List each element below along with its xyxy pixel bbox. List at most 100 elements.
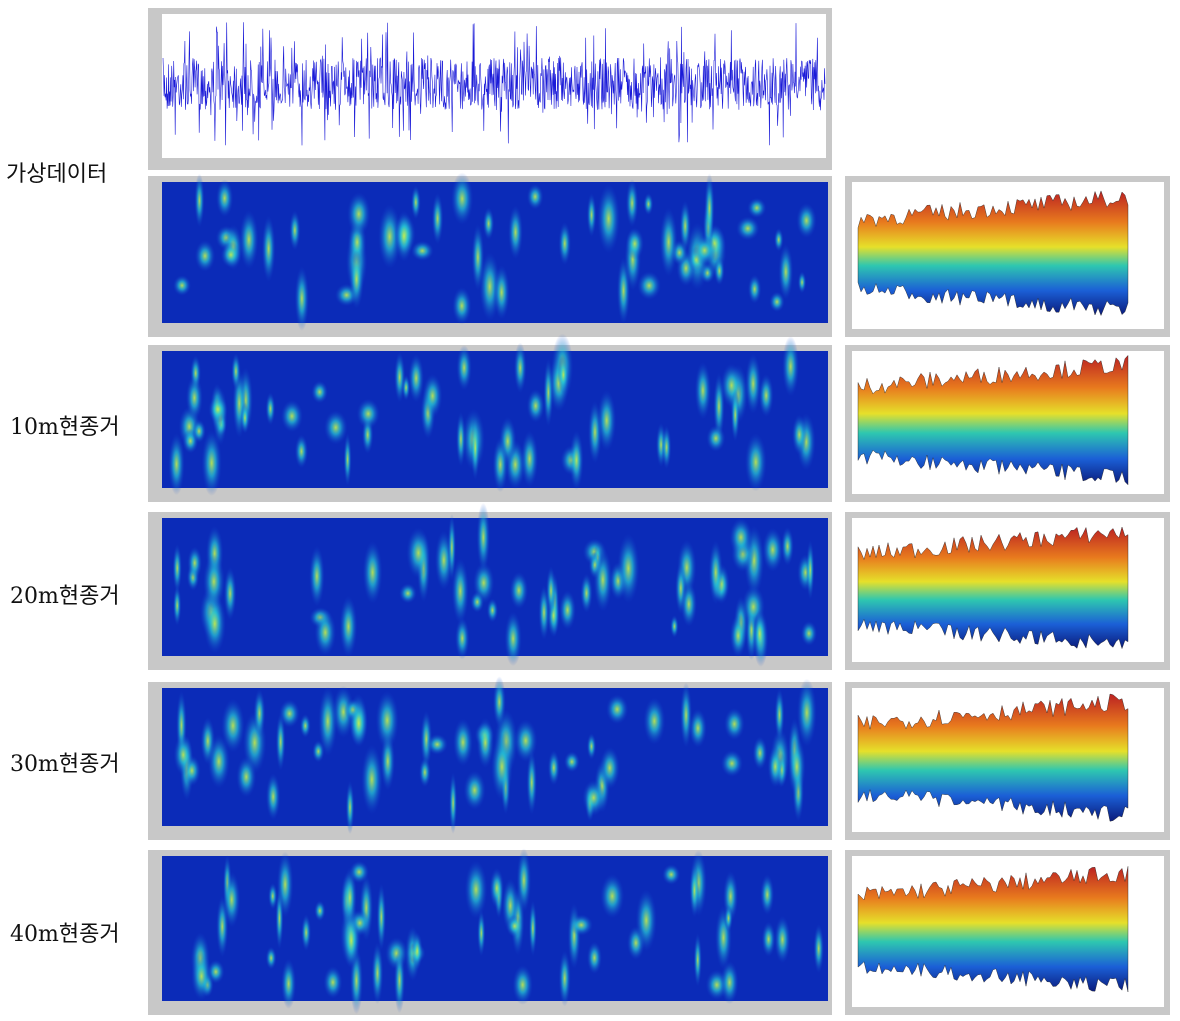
surface bbox=[857, 526, 1129, 650]
scalogram-feature bbox=[185, 375, 203, 421]
scalogram-feature bbox=[422, 373, 443, 418]
row-label: 30m현종거 bbox=[10, 752, 120, 777]
scalogram-feature bbox=[599, 746, 620, 790]
scalogram-feature bbox=[203, 554, 225, 609]
scalogram-feature bbox=[173, 275, 192, 296]
scalogram-feature bbox=[543, 358, 554, 427]
scalogram-feature bbox=[769, 291, 785, 313]
scalogram-feature bbox=[345, 780, 355, 835]
scalogram-feature bbox=[567, 903, 581, 969]
scalogram-feature bbox=[580, 573, 593, 613]
scalogram-feature bbox=[239, 210, 259, 270]
scalogram-feature bbox=[558, 222, 572, 266]
scalogram-feature bbox=[680, 581, 697, 627]
scalogram-feature bbox=[314, 609, 337, 656]
scalogram-feature bbox=[192, 419, 206, 443]
scalogram-feature bbox=[420, 710, 433, 768]
scalogram-feature bbox=[586, 193, 597, 237]
scalogram-feature bbox=[806, 539, 815, 600]
scalogram-feature bbox=[318, 686, 338, 757]
scalogram-feature bbox=[201, 430, 222, 496]
scalogram-feature bbox=[361, 744, 383, 815]
scalogram-feature bbox=[679, 200, 691, 252]
scalogram-feature bbox=[643, 697, 666, 745]
scalogram-feature bbox=[796, 203, 817, 239]
scalogram-feature bbox=[493, 265, 510, 320]
scalogram-feature bbox=[720, 363, 743, 408]
scalogram-feature bbox=[173, 585, 182, 626]
scalogram-feature bbox=[231, 352, 241, 390]
scalogram-feature bbox=[563, 751, 580, 773]
surface bbox=[857, 866, 1129, 993]
scalogram-feature bbox=[689, 863, 700, 918]
scalogram-feature bbox=[223, 566, 237, 621]
scalogram-feature bbox=[680, 682, 693, 748]
scalogram-feature bbox=[371, 942, 384, 1005]
scalogram-feature bbox=[265, 946, 277, 970]
scalogram-feature bbox=[470, 415, 480, 481]
scalogram-feature bbox=[464, 860, 488, 919]
scalogram-feature bbox=[393, 947, 406, 1014]
scalogram-feature bbox=[276, 851, 294, 918]
scalogram-feature bbox=[747, 197, 767, 219]
scalogram-feature bbox=[526, 183, 544, 210]
scalogram-feature bbox=[813, 923, 824, 974]
scalogram-feature bbox=[528, 900, 537, 957]
scalogram-feature bbox=[506, 914, 524, 938]
scalogram-feature bbox=[800, 620, 818, 646]
scalogram-feature bbox=[643, 193, 654, 216]
scalogram-feature bbox=[299, 713, 311, 738]
scalogram-feature bbox=[275, 712, 286, 772]
scalogram-feature bbox=[526, 389, 545, 423]
scalogram-feature bbox=[662, 864, 681, 885]
scalogram-feature bbox=[447, 513, 456, 582]
scalogram-feature bbox=[492, 437, 509, 493]
scalogram-feature bbox=[470, 591, 485, 613]
scalogram-feature bbox=[745, 353, 762, 415]
scalogram-feature bbox=[625, 227, 644, 260]
scalogram-feature bbox=[704, 173, 715, 244]
scalogram-feature bbox=[208, 395, 228, 423]
scalogram-feature bbox=[451, 172, 474, 225]
scalogram-feature bbox=[221, 698, 245, 753]
scalogram-feature bbox=[375, 690, 399, 750]
scalogram-feature bbox=[281, 958, 297, 1009]
scalogram-feature bbox=[349, 699, 368, 748]
row-label: 40m현종거 bbox=[10, 922, 120, 947]
scalogram-feature bbox=[240, 402, 250, 434]
scalogram-feature bbox=[714, 256, 725, 286]
scalogram-feature bbox=[753, 610, 767, 657]
scalogram-feature bbox=[173, 734, 193, 776]
scalogram-feature bbox=[736, 216, 760, 241]
scalogram-feature bbox=[720, 960, 739, 1005]
scalogram-feature bbox=[207, 734, 230, 789]
scalogram-feature bbox=[694, 361, 712, 420]
scalogram-feature bbox=[788, 736, 806, 798]
scalogram-feature bbox=[597, 389, 617, 452]
scalogram-feature bbox=[311, 380, 328, 404]
panels bbox=[148, 8, 1170, 1015]
scalogram-feature bbox=[406, 527, 431, 579]
scalogram-feature bbox=[314, 900, 326, 922]
scalogram-feature bbox=[606, 694, 629, 725]
scalogram-feature bbox=[791, 414, 807, 455]
scalogram-feature bbox=[349, 249, 364, 309]
scalogram-feature bbox=[625, 179, 639, 228]
scalogram-feature bbox=[547, 750, 560, 786]
scalogram-feature bbox=[600, 874, 625, 919]
scalogram-feature bbox=[708, 540, 723, 605]
scalogram-feature bbox=[356, 398, 380, 429]
scalogram-feature bbox=[280, 400, 303, 433]
scalogram-feature bbox=[339, 595, 358, 658]
scalogram-feature bbox=[774, 688, 785, 742]
scalogram-feature bbox=[593, 547, 613, 612]
scalogram-feature bbox=[323, 966, 343, 999]
scalogram-feature bbox=[399, 583, 417, 604]
scalogram-feature bbox=[187, 546, 202, 580]
scalogram-feature bbox=[486, 598, 499, 623]
scalogram-feature bbox=[557, 355, 570, 395]
scalogram-feature bbox=[729, 614, 747, 658]
scalogram-feature bbox=[191, 952, 212, 1001]
scalogram-feature bbox=[410, 240, 434, 261]
